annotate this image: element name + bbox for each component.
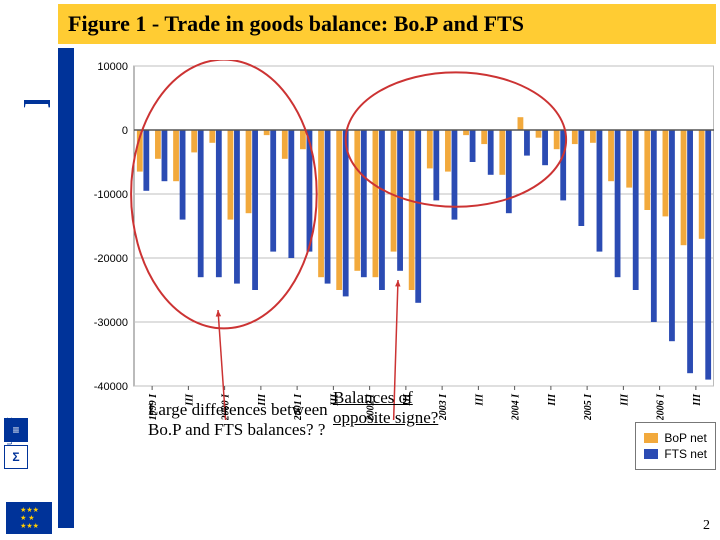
svg-text:III: III — [547, 393, 558, 407]
svg-text:-30000: -30000 — [94, 317, 128, 329]
svg-text:-40000: -40000 — [94, 381, 128, 393]
chart-svg: 100000-10000-20000-30000-400001999 IIII2… — [78, 60, 714, 420]
legend-swatch-bop — [644, 433, 658, 443]
blue-stripe — [58, 48, 74, 528]
svg-text:2006 I: 2006 I — [656, 393, 667, 420]
page-number: 2 — [703, 518, 710, 534]
eurostat-logo-text: EUROSTAT — [24, 100, 58, 108]
svg-text:III: III — [619, 393, 630, 407]
legend-item: BoP net — [644, 431, 707, 445]
sidebar: EUROSTAT eurostat ≡ Σ ★ ★ ★★ ★★ ★ ★ — [0, 0, 58, 540]
chart-legend: BoP net FTS net — [635, 422, 716, 470]
legend-swatch-fts — [644, 449, 658, 459]
slide-content: Figure 1 - Trade in goods balance: Bo.P … — [58, 0, 720, 540]
svg-text:III: III — [474, 393, 485, 407]
annotation-large-differences: Large differences between Bo.P and FTS b… — [148, 400, 328, 439]
svg-text:-20000: -20000 — [94, 253, 128, 265]
sidebar-icon-boxes: ≡ Σ — [4, 418, 28, 469]
svg-text:2004 I: 2004 I — [511, 393, 522, 420]
eurostat-logo: EUROSTAT — [24, 100, 58, 400]
figure-title: Figure 1 - Trade in goods balance: Bo.P … — [58, 4, 716, 44]
legend-item: FTS net — [644, 447, 707, 461]
eu-flag-icon: ★ ★ ★★ ★★ ★ ★ — [6, 502, 52, 534]
annotation-opposite-sign: Balances of opposite signe? — [333, 388, 453, 427]
legend-label: BoP net — [664, 431, 706, 445]
svg-text:2005 I: 2005 I — [583, 393, 594, 420]
sigma-icon: Σ — [4, 445, 28, 469]
svg-text:-10000: -10000 — [94, 189, 128, 201]
svg-text:0: 0 — [122, 125, 128, 137]
svg-text:10000: 10000 — [97, 61, 128, 73]
svg-text:III: III — [692, 393, 703, 407]
legend-label: FTS net — [664, 447, 707, 461]
chart-icon: ≡ — [4, 418, 28, 442]
trade-balance-chart: 100000-10000-20000-30000-400001999 IIII2… — [78, 60, 714, 420]
